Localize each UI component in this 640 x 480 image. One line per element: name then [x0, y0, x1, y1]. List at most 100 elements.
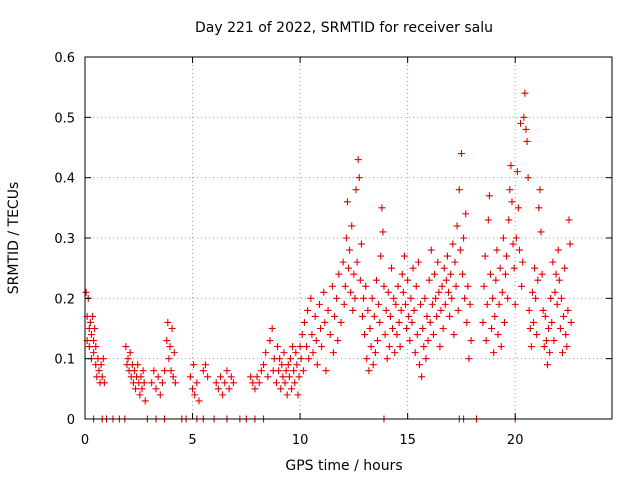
- data-point-marker: [253, 373, 261, 381]
- data-point-marker: [497, 343, 505, 351]
- data-point-marker: [409, 264, 417, 272]
- data-point-marker: [517, 119, 525, 127]
- data-point-marker: [495, 300, 503, 308]
- data-point-marker: [465, 355, 473, 363]
- data-point-marker: [193, 379, 201, 387]
- data-point-marker: [509, 240, 517, 248]
- data-point-marker: [100, 379, 108, 387]
- data-point-marker: [464, 282, 472, 290]
- data-point-marker: [163, 337, 171, 345]
- data-point-marker: [374, 337, 382, 345]
- x-axis-label: GPS time / hours: [285, 458, 402, 474]
- data-point-marker: [466, 300, 474, 308]
- data-point-marker: [346, 246, 354, 254]
- data-point-marker: [502, 270, 510, 278]
- data-point-marker: [516, 246, 524, 254]
- data-point-marker: [550, 337, 558, 345]
- data-point-marker: [428, 300, 436, 308]
- data-point-marker: [122, 343, 130, 351]
- data-point-marker: [490, 349, 498, 357]
- data-point-marker: [404, 276, 412, 284]
- x-tick-label: 5: [188, 433, 196, 448]
- y-tick-label: 0.4: [54, 172, 75, 187]
- data-point-marker: [278, 361, 286, 369]
- data-point-marker: [532, 294, 540, 302]
- data-point-marker: [368, 294, 376, 302]
- data-point-marker: [315, 300, 323, 308]
- data-point-marker: [561, 264, 569, 272]
- data-point-marker: [420, 343, 428, 351]
- x-tick-label: 10: [292, 433, 309, 448]
- y-tick-label: 0.3: [54, 232, 75, 247]
- data-point-marker: [556, 325, 564, 332]
- data-point-marker: [360, 294, 368, 302]
- data-point-marker: [382, 306, 390, 314]
- data-point-marker: [555, 276, 563, 284]
- data-point-marker: [525, 306, 533, 314]
- data-point-marker: [279, 373, 287, 381]
- data-point-marker: [441, 300, 449, 308]
- data-point-marker: [328, 282, 336, 290]
- data-point-marker: [342, 234, 350, 242]
- data-point-marker: [411, 349, 419, 357]
- data-point-marker: [337, 318, 345, 326]
- data-point-marker: [170, 349, 178, 357]
- data-point-marker: [433, 312, 441, 320]
- data-point-marker: [442, 276, 450, 284]
- data-point-marker: [289, 343, 297, 351]
- data-point-marker: [522, 125, 530, 133]
- data-point-marker: [166, 343, 174, 351]
- data-point-marker: [456, 246, 464, 254]
- data-point-marker: [440, 264, 448, 272]
- data-point-marker: [376, 318, 384, 326]
- data-point-marker: [303, 343, 311, 351]
- data-point-marker: [355, 174, 363, 182]
- data-point-marker: [499, 234, 507, 242]
- data-point-marker: [417, 300, 425, 308]
- data-point-marker: [324, 306, 332, 314]
- data-point-marker: [150, 367, 158, 375]
- data-point-marker: [154, 373, 162, 381]
- data-point-marker: [505, 216, 513, 224]
- data-point-marker: [414, 258, 422, 266]
- data-point-marker: [378, 204, 386, 212]
- chart-title: Day 221 of 2022, SRMTID for receiver sal…: [195, 20, 493, 36]
- data-point-marker: [158, 379, 166, 387]
- data-point-marker: [295, 373, 303, 381]
- data-point-marker: [493, 246, 501, 254]
- data-point-marker: [331, 312, 339, 320]
- data-point-marker: [453, 222, 461, 230]
- data-point-marker: [268, 325, 276, 332]
- data-point-marker: [528, 288, 536, 296]
- data-point-marker: [280, 349, 288, 357]
- data-point-marker: [364, 306, 372, 314]
- data-point-marker: [305, 355, 313, 363]
- data-point-marker: [309, 349, 317, 357]
- data-point-marker: [85, 343, 93, 351]
- data-point-marker: [141, 397, 149, 405]
- data-point-marker: [225, 385, 233, 393]
- data-point-marker: [363, 355, 371, 363]
- data-point-marker: [341, 282, 349, 290]
- data-point-marker: [282, 367, 290, 375]
- data-point-marker: [527, 343, 535, 351]
- data-point-marker: [506, 186, 514, 194]
- data-point-marker: [457, 150, 465, 158]
- data-point-marker: [408, 318, 416, 326]
- data-point-marker: [137, 373, 145, 381]
- data-point-marker: [340, 300, 348, 308]
- data-point-marker: [161, 367, 169, 375]
- data-point-marker: [452, 282, 460, 290]
- data-point-marker: [492, 276, 500, 284]
- data-point-marker: [136, 391, 144, 399]
- data-point-marker: [543, 361, 551, 369]
- data-point-marker: [276, 355, 284, 363]
- data-point-marker: [511, 300, 519, 308]
- data-point-marker: [126, 349, 134, 357]
- data-point-marker: [512, 234, 520, 242]
- data-point-marker: [171, 379, 179, 387]
- data-point-marker: [565, 216, 573, 224]
- data-point-marker: [407, 294, 415, 302]
- data-point-marker: [560, 312, 568, 320]
